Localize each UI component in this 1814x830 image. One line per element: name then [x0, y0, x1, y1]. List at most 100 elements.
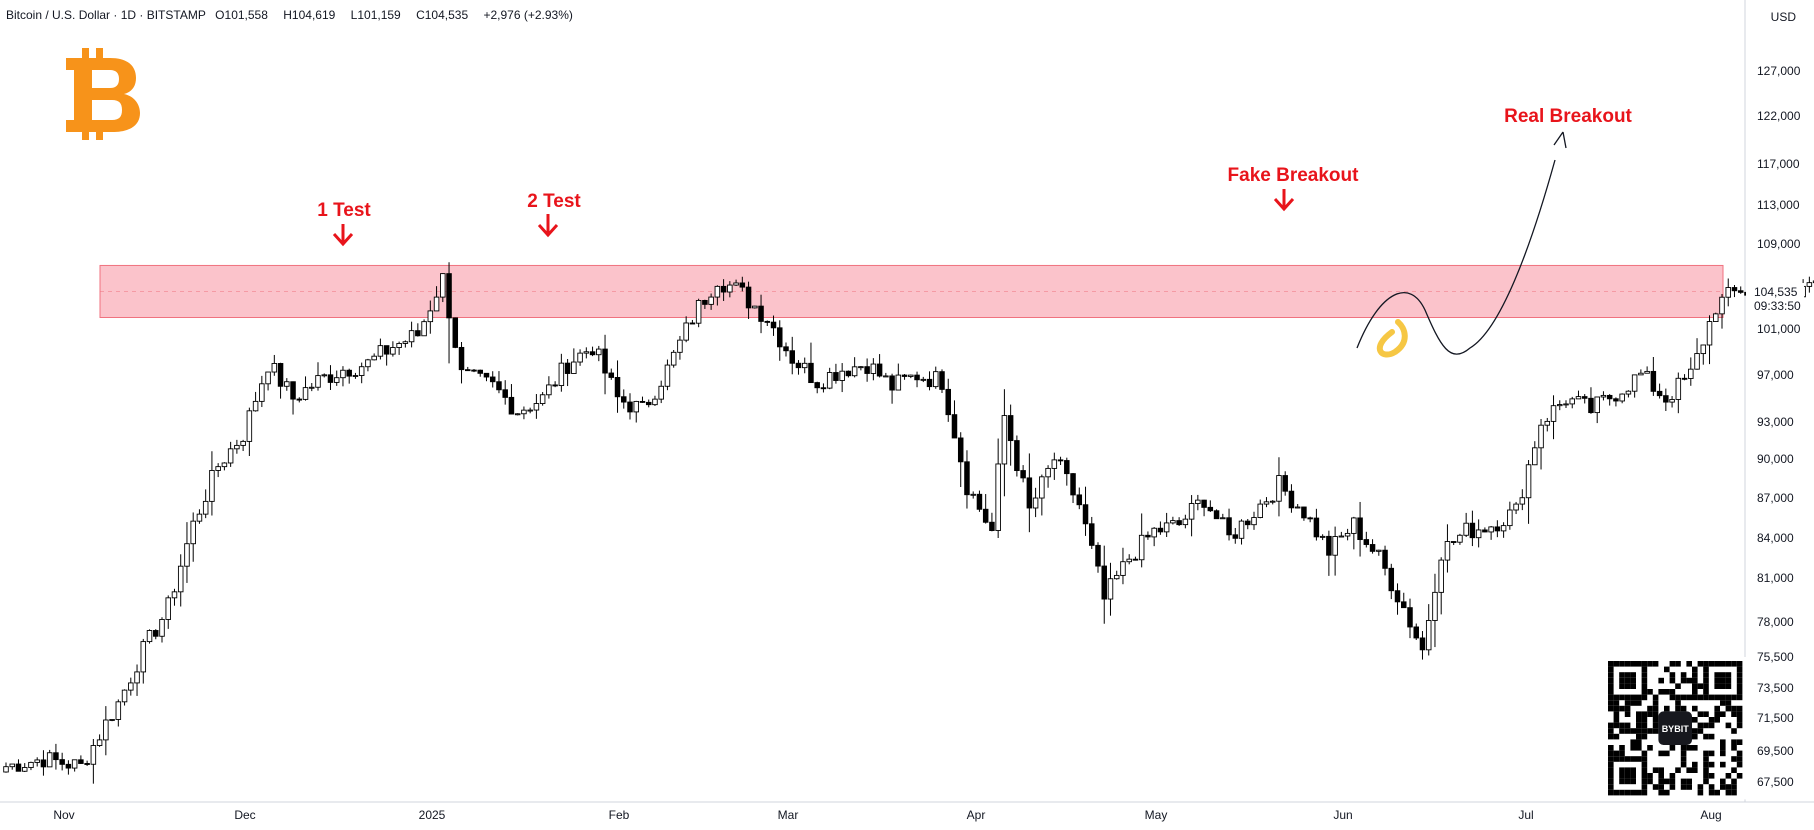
candle-body: [115, 701, 122, 720]
price-tick-label: 127,000: [1757, 64, 1801, 78]
candle-body: [539, 394, 546, 405]
candle-body: [839, 370, 845, 381]
candle-body: [1450, 541, 1457, 543]
candle-body: [1806, 282, 1813, 287]
candle-body: [1550, 405, 1557, 422]
arrow-1-test: [332, 224, 354, 247]
candle-body: [652, 398, 658, 406]
candle-body: [153, 630, 159, 637]
time-tick-label: 2025: [419, 808, 446, 822]
time-tick-label: May: [1145, 808, 1168, 822]
candle-body: [733, 282, 739, 286]
price-tick-label: 97,000: [1757, 368, 1794, 382]
candle-body: [1319, 535, 1326, 538]
candle-body: [96, 739, 103, 746]
candle-body: [209, 470, 215, 502]
candle-body: [908, 374, 914, 377]
candle-body: [876, 363, 883, 377]
candle-body: [1513, 503, 1519, 511]
candle-body: [377, 345, 384, 357]
candle-body: [1263, 501, 1270, 505]
candle-body: [1488, 526, 1494, 533]
candle-body: [670, 351, 677, 366]
candle-body: [496, 381, 502, 391]
candle-body: [202, 500, 209, 515]
candle-body: [489, 376, 496, 383]
candle-body: [1107, 578, 1114, 600]
candle-body: [1001, 415, 1008, 465]
candle-body: [59, 759, 65, 765]
time-tick-label: Apr: [967, 808, 986, 822]
candle-body: [951, 414, 958, 439]
time-axis[interactable]: Nov Dec 2025 Feb Mar Apr May Jun Jul Aug: [53, 808, 1721, 822]
candle-body: [752, 305, 758, 309]
candle-body: [683, 322, 689, 341]
candle-body: [78, 759, 84, 764]
candle-body: [65, 763, 72, 769]
candle-body: [184, 543, 190, 567]
candle-body: [1032, 497, 1039, 509]
candle-body: [1532, 447, 1538, 466]
candle-body: [714, 285, 721, 298]
candle-body: [982, 508, 989, 523]
candle-body: [1625, 390, 1632, 395]
arrow-2-test: [537, 214, 559, 238]
candle-body: [408, 330, 415, 343]
candle-body: [227, 448, 234, 464]
candle-body: [833, 372, 839, 381]
candle-body: [271, 363, 278, 373]
bybit-qr-code-icon: BYBIT: [1604, 657, 1747, 800]
candle-body: [1151, 527, 1157, 538]
candle-body: [1195, 499, 1201, 504]
candle-body: [1045, 467, 1051, 478]
candle-body: [727, 284, 733, 293]
candle-body: [440, 273, 446, 298]
ohlc-high: H104,619: [283, 8, 336, 22]
candle-body: [1656, 390, 1663, 397]
candle-body: [777, 327, 783, 348]
candle-body: [1213, 510, 1220, 520]
candle-body: [1020, 470, 1026, 479]
candle-body: [1557, 404, 1563, 407]
candle-body: [1575, 396, 1582, 400]
candle-body: [1469, 522, 1476, 539]
candle-body: [1051, 459, 1058, 469]
candle-body: [402, 341, 409, 344]
candle-body: [677, 339, 683, 353]
candle-body: [1413, 626, 1419, 639]
candle-body: [340, 369, 346, 379]
candle-body: [571, 361, 577, 374]
candle-body: [1182, 518, 1189, 526]
candle-body: [309, 386, 315, 389]
candle-body: [1351, 517, 1357, 534]
candle-body: [1694, 353, 1700, 370]
candle-body: [583, 351, 590, 354]
symbol-title: Bitcoin / U.S. Dollar · 1D · BITSTAMP: [6, 8, 206, 22]
candle-body: [577, 352, 583, 363]
candle-body: [1070, 473, 1076, 496]
candle-body: [471, 369, 477, 372]
candle-body: [1644, 370, 1650, 374]
candle-body: [1463, 522, 1469, 536]
candle-body: [277, 363, 284, 387]
candle-body: [128, 682, 134, 691]
candle-body: [1507, 509, 1513, 527]
candle-body: [427, 310, 434, 323]
candle-body: [1207, 506, 1214, 512]
time-tick-label: Feb: [609, 808, 630, 822]
candle-body: [190, 520, 196, 545]
price-axis[interactable]: 67,500 69,500 71,500 73,500 75,500 78,000 81,0…: [1757, 64, 1801, 789]
candle-body: [1631, 374, 1638, 392]
candle-body: [558, 362, 565, 387]
candle-body: [664, 364, 671, 387]
candle-body: [40, 759, 47, 768]
candle-body: [920, 378, 927, 381]
candle-body: [621, 396, 627, 403]
candle-body: [514, 413, 521, 416]
candle-body: [521, 409, 527, 415]
currency-label[interactable]: USD: [1770, 10, 1796, 24]
candle-body: [1269, 500, 1276, 503]
candle-body: [1606, 394, 1613, 400]
candle-body: [1650, 370, 1657, 392]
